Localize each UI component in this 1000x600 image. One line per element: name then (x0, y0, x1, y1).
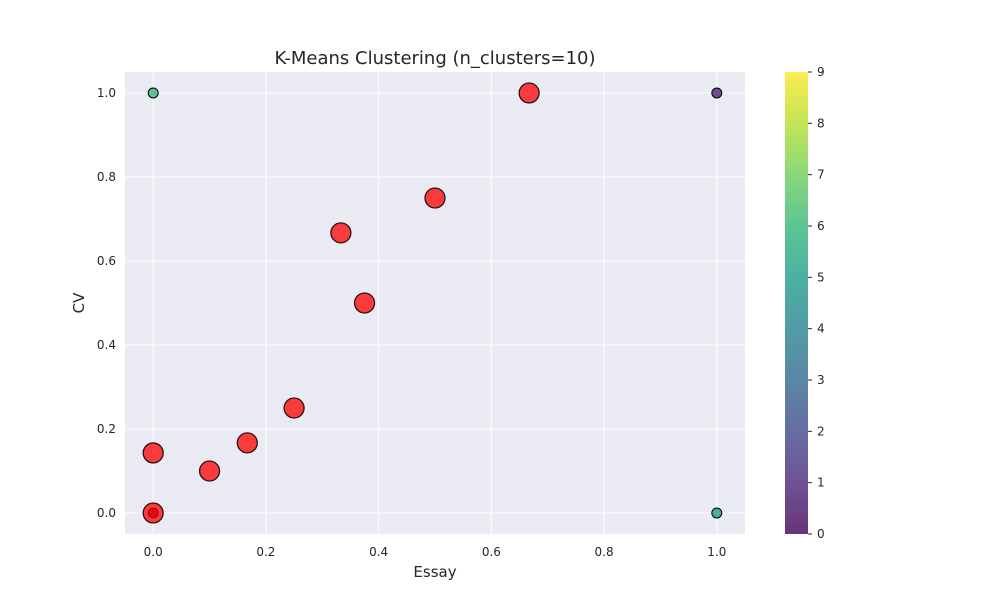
y-tick-label: 0.0 (97, 506, 116, 520)
centroid-marker (283, 397, 305, 419)
colorbar-tick-label: 2 (817, 424, 825, 438)
centroid-marker (330, 222, 352, 244)
colorbar-tick-label: 3 (817, 373, 825, 387)
colorbar-tick-label: 1 (817, 476, 825, 490)
y-axis-label: CV (70, 292, 88, 313)
y-tick-label: 0.4 (97, 338, 116, 352)
data-point (711, 87, 723, 99)
colorbar-tick-label: 7 (817, 168, 825, 182)
centroid-marker (142, 502, 164, 524)
y-tick-label: 1.0 (97, 86, 116, 100)
colorbar-tick-label: 4 (817, 322, 825, 336)
y-tick-label: 0.2 (97, 422, 116, 436)
plot-area (125, 72, 745, 534)
x-tick-labels: 0.0 0.2 0.4 0.6 0.8 1.0 (144, 545, 727, 559)
colorbar (785, 72, 808, 534)
grid-lines (125, 72, 745, 534)
x-tick-label: 0.2 (256, 545, 275, 559)
colorbar-tick-label: 9 (817, 65, 825, 79)
colorbar-tick-label: 0 (817, 527, 825, 541)
centroid-marker (518, 82, 540, 104)
y-tick-labels: 0.0 0.2 0.4 0.6 0.8 1.0 (97, 86, 116, 520)
centroid-marker (198, 460, 221, 482)
x-axis-label: Essay (413, 563, 456, 581)
data-point (711, 507, 723, 519)
centroid-marker (424, 187, 446, 209)
centroid-marker (142, 442, 164, 464)
colorbar-tick-labels: 0 1 2 3 4 5 6 7 8 9 (808, 65, 825, 541)
y-tick-label: 0.6 (97, 254, 116, 268)
centroid-marker (353, 292, 376, 314)
colorbar-tick-label: 6 (817, 219, 825, 233)
centroid-markers (142, 82, 540, 524)
x-tick-label: 0.0 (144, 545, 163, 559)
colorbar-tick-label: 5 (817, 270, 825, 284)
x-tick-label: 1.0 (707, 545, 726, 559)
x-tick-label: 0.4 (369, 545, 388, 559)
chart-title: K-Means Clustering (n_clusters=10) (274, 48, 595, 69)
centroid-marker (236, 432, 258, 454)
x-tick-label: 0.8 (595, 545, 614, 559)
data-point (147, 87, 159, 99)
colorbar-tick-label: 8 (817, 116, 825, 130)
y-tick-label: 0.8 (97, 170, 116, 184)
x-tick-label: 0.6 (482, 545, 501, 559)
